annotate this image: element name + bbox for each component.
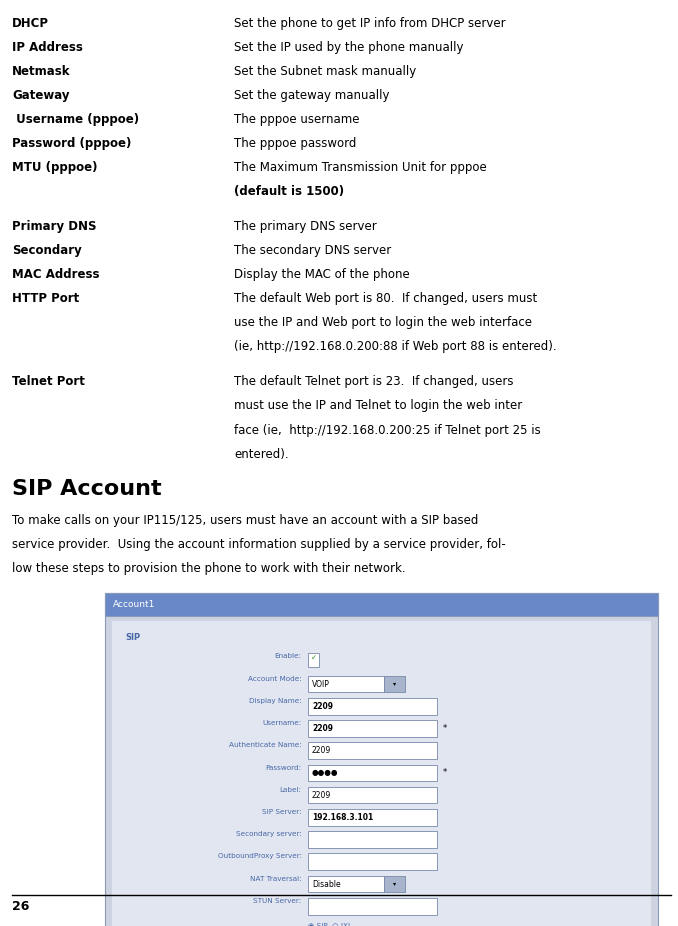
FancyBboxPatch shape [308, 876, 384, 893]
Text: Enable:: Enable: [275, 654, 302, 659]
Text: ▾: ▾ [393, 882, 396, 886]
FancyBboxPatch shape [308, 676, 384, 693]
Text: Authenticate Name:: Authenticate Name: [229, 743, 302, 748]
Text: OutboundProxy Server:: OutboundProxy Server: [218, 854, 302, 859]
Text: The Maximum Transmission Unit for pppoe: The Maximum Transmission Unit for pppoe [234, 161, 487, 174]
FancyBboxPatch shape [112, 621, 651, 926]
Text: 2209: 2209 [312, 724, 333, 733]
Text: Secondary server:: Secondary server: [236, 832, 302, 837]
Text: HTTP Port: HTTP Port [12, 293, 79, 306]
Text: The secondary DNS server: The secondary DNS server [234, 244, 391, 257]
Text: *: * [443, 769, 447, 778]
Text: service provider.  Using the account information supplied by a service provider,: service provider. Using the account info… [12, 538, 506, 551]
Text: Password:: Password: [266, 765, 302, 770]
Text: SIP: SIP [125, 633, 140, 642]
Text: Label:: Label: [280, 787, 302, 793]
Text: (ie, http://192.168.0.200:88 if Web port 88 is entered).: (ie, http://192.168.0.200:88 if Web port… [234, 341, 557, 354]
FancyBboxPatch shape [384, 876, 405, 893]
Text: Username:: Username: [262, 720, 302, 726]
Text: To make calls on your IP115/125, users must have an account with a SIP based: To make calls on your IP115/125, users m… [12, 514, 479, 527]
FancyBboxPatch shape [308, 854, 437, 870]
Text: entered).: entered). [234, 447, 289, 460]
Text: Secondary: Secondary [12, 244, 82, 257]
Text: Set the IP used by the phone manually: Set the IP used by the phone manually [234, 41, 463, 54]
Text: The default Web port is 80.  If changed, users must: The default Web port is 80. If changed, … [234, 293, 537, 306]
FancyBboxPatch shape [308, 743, 437, 759]
Text: Set the Subnet mask manually: Set the Subnet mask manually [234, 65, 416, 78]
Text: The pppoe password: The pppoe password [234, 137, 356, 150]
Text: VOIP: VOIP [312, 680, 330, 689]
FancyBboxPatch shape [105, 594, 658, 617]
FancyBboxPatch shape [384, 676, 405, 693]
Text: must use the IP and Telnet to login the web inter: must use the IP and Telnet to login the … [234, 399, 522, 412]
Text: DHCP: DHCP [12, 17, 49, 30]
Text: Username (pppoe): Username (pppoe) [12, 113, 140, 126]
Text: Telnet Port: Telnet Port [12, 375, 85, 388]
Text: face (ie,  http://192.168.0.200:25 if Telnet port 25 is: face (ie, http://192.168.0.200:25 if Tel… [234, 423, 540, 436]
Text: ●●●●: ●●●● [312, 769, 338, 778]
Text: Disable: Disable [312, 880, 340, 889]
FancyBboxPatch shape [308, 832, 437, 848]
Text: SIP Account: SIP Account [12, 479, 162, 499]
Text: Gateway: Gateway [12, 89, 70, 102]
Text: IP Address: IP Address [12, 41, 83, 54]
Text: The pppoe username: The pppoe username [234, 113, 359, 126]
Text: NAT Traversal:: NAT Traversal: [250, 876, 302, 882]
Text: Password (pppoe): Password (pppoe) [12, 137, 132, 150]
FancyBboxPatch shape [308, 787, 437, 804]
Text: 2209: 2209 [312, 746, 331, 756]
Text: Display Name:: Display Name: [249, 698, 302, 704]
Text: 2209: 2209 [312, 702, 333, 711]
FancyBboxPatch shape [308, 720, 437, 737]
Text: ▾: ▾ [393, 682, 396, 686]
FancyBboxPatch shape [308, 898, 437, 915]
Text: MTU (pppoe): MTU (pppoe) [12, 161, 98, 174]
Text: Set the gateway manually: Set the gateway manually [234, 89, 389, 102]
FancyBboxPatch shape [308, 654, 319, 668]
FancyBboxPatch shape [308, 698, 437, 715]
Text: 2209: 2209 [312, 791, 331, 800]
Text: MAC Address: MAC Address [12, 269, 100, 282]
Text: low these steps to provision the phone to work with their network.: low these steps to provision the phone t… [12, 562, 406, 575]
Text: Account1: Account1 [113, 600, 155, 609]
Text: The primary DNS server: The primary DNS server [234, 220, 377, 233]
Text: The default Telnet port is 23.  If changed, users: The default Telnet port is 23. If change… [234, 375, 513, 388]
FancyBboxPatch shape [105, 594, 658, 926]
Text: *: * [443, 724, 447, 733]
Text: 26: 26 [12, 900, 30, 913]
Text: (default is 1500): (default is 1500) [234, 185, 344, 198]
Text: Display the MAC of the phone: Display the MAC of the phone [234, 269, 410, 282]
Text: ◉ SIP  ○ IXL: ◉ SIP ○ IXL [308, 922, 353, 926]
FancyBboxPatch shape [308, 765, 437, 782]
Text: Account Mode:: Account Mode: [248, 676, 302, 682]
Text: use the IP and Web port to login the web interface: use the IP and Web port to login the web… [234, 317, 532, 330]
FancyBboxPatch shape [308, 809, 437, 826]
Text: SIP Server:: SIP Server: [262, 809, 302, 815]
Text: Set the phone to get IP info from DHCP server: Set the phone to get IP info from DHCP s… [234, 17, 506, 30]
Text: Primary DNS: Primary DNS [12, 220, 97, 233]
Text: STUN Server:: STUN Server: [254, 898, 302, 904]
Text: ✓: ✓ [311, 656, 317, 661]
Text: Netmask: Netmask [12, 65, 71, 78]
Text: 192.168.3.101: 192.168.3.101 [312, 813, 373, 822]
